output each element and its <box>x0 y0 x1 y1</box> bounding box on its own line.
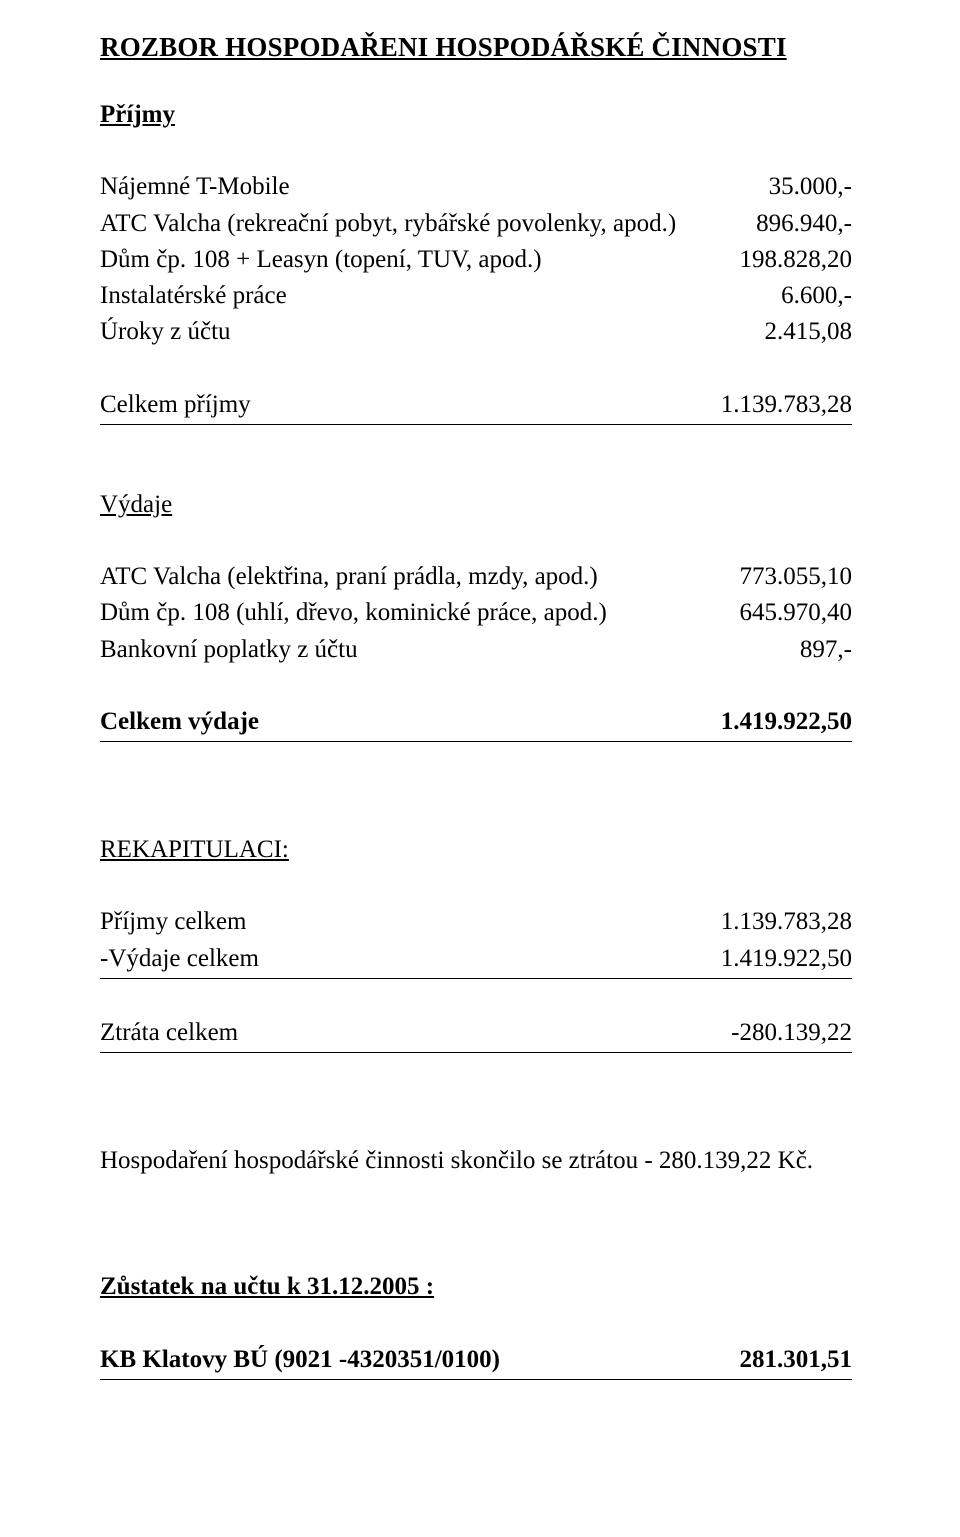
rekap-heading: REKAPITULACI: <box>100 832 852 868</box>
rekap-total-row: Ztráta celkem -280.139,22 <box>100 1015 852 1053</box>
item-value: 773.055,10 <box>740 559 853 595</box>
table-row: Příjmy celkem 1.139.783,28 <box>100 904 852 940</box>
vydaje-total-row: Celkem výdaje 1.419.922,50 <box>100 704 852 742</box>
table-row: Úroky z účtu 2.415,08 <box>100 314 852 350</box>
table-row: -Výdaje celkem 1.419.922,50 <box>100 941 852 979</box>
item-label: ATC Valcha (elektřina, praní prádla, mzd… <box>100 559 598 595</box>
note-text: Hospodaření hospodářské činnosti skončil… <box>100 1143 852 1179</box>
table-row: Dům čp. 108 (uhlí, dřevo, kominické prác… <box>100 595 852 631</box>
table-row: ATC Valcha (elektřina, praní prádla, mzd… <box>100 559 852 595</box>
balance-value: 281.301,51 <box>740 1342 853 1378</box>
rekap-total-label: Ztráta celkem <box>100 1015 238 1051</box>
item-label: -Výdaje celkem <box>100 941 259 977</box>
item-label: Instalatérské práce <box>100 278 287 314</box>
item-label: ATC Valcha (rekreační pobyt, rybářské po… <box>100 206 676 242</box>
table-row: Bankovní poplatky z účtu 897,- <box>100 632 852 668</box>
item-label: Dům čp. 108 (uhlí, dřevo, kominické prác… <box>100 595 607 631</box>
table-row: ATC Valcha (rekreační pobyt, rybářské po… <box>100 206 852 242</box>
rekap-items: Příjmy celkem 1.139.783,28 -Výdaje celke… <box>100 904 852 979</box>
item-value: 645.970,40 <box>740 595 853 631</box>
page-title: ROZBOR HOSPODAŘENI HOSPODÁŘSKÉ ČINNOSTI <box>100 28 852 67</box>
item-value: 35.000,- <box>769 169 852 205</box>
item-value: 6.600,- <box>781 278 852 314</box>
item-value: 1.419.922,50 <box>721 941 852 977</box>
vydaje-total-label: Celkem výdaje <box>100 704 259 740</box>
prijmy-items: Nájemné T-Mobile 35.000,- ATC Valcha (re… <box>100 169 852 350</box>
table-row: Instalatérské práce 6.600,- <box>100 278 852 314</box>
prijmy-total-row: Celkem příjmy 1.139.783,28 <box>100 387 852 425</box>
balance-heading: Zůstatek na učtu k 31.12.2005 : <box>100 1269 852 1305</box>
vydaje-total-value: 1.419.922,50 <box>721 704 852 740</box>
balance-label: KB Klatovy BÚ (9021 -4320351/0100) <box>100 1342 500 1378</box>
rekap-total-value: -280.139,22 <box>731 1015 852 1051</box>
prijmy-total-value: 1.139.783,28 <box>721 387 852 423</box>
item-value: 2.415,08 <box>765 314 853 350</box>
prijmy-total-label: Celkem příjmy <box>100 387 251 423</box>
item-value: 198.828,20 <box>740 242 853 278</box>
item-label: Příjmy celkem <box>100 904 247 940</box>
item-value: 897,- <box>800 632 852 668</box>
item-label: Úroky z účtu <box>100 314 231 350</box>
table-row: Nájemné T-Mobile 35.000,- <box>100 169 852 205</box>
balance-row: KB Klatovy BÚ (9021 -4320351/0100) 281.3… <box>100 1342 852 1380</box>
vydaje-items: ATC Valcha (elektřina, praní prádla, mzd… <box>100 559 852 668</box>
item-label: Dům čp. 108 + Leasyn (topení, TUV, apod.… <box>100 242 542 278</box>
item-label: Nájemné T-Mobile <box>100 169 290 205</box>
item-value: 896.940,- <box>756 206 852 242</box>
item-value: 1.139.783,28 <box>721 904 852 940</box>
prijmy-heading: Příjmy <box>100 97 852 133</box>
item-label: Bankovní poplatky z účtu <box>100 632 358 668</box>
table-row: Dům čp. 108 + Leasyn (topení, TUV, apod.… <box>100 242 852 278</box>
vydaje-heading: Výdaje <box>100 487 852 523</box>
